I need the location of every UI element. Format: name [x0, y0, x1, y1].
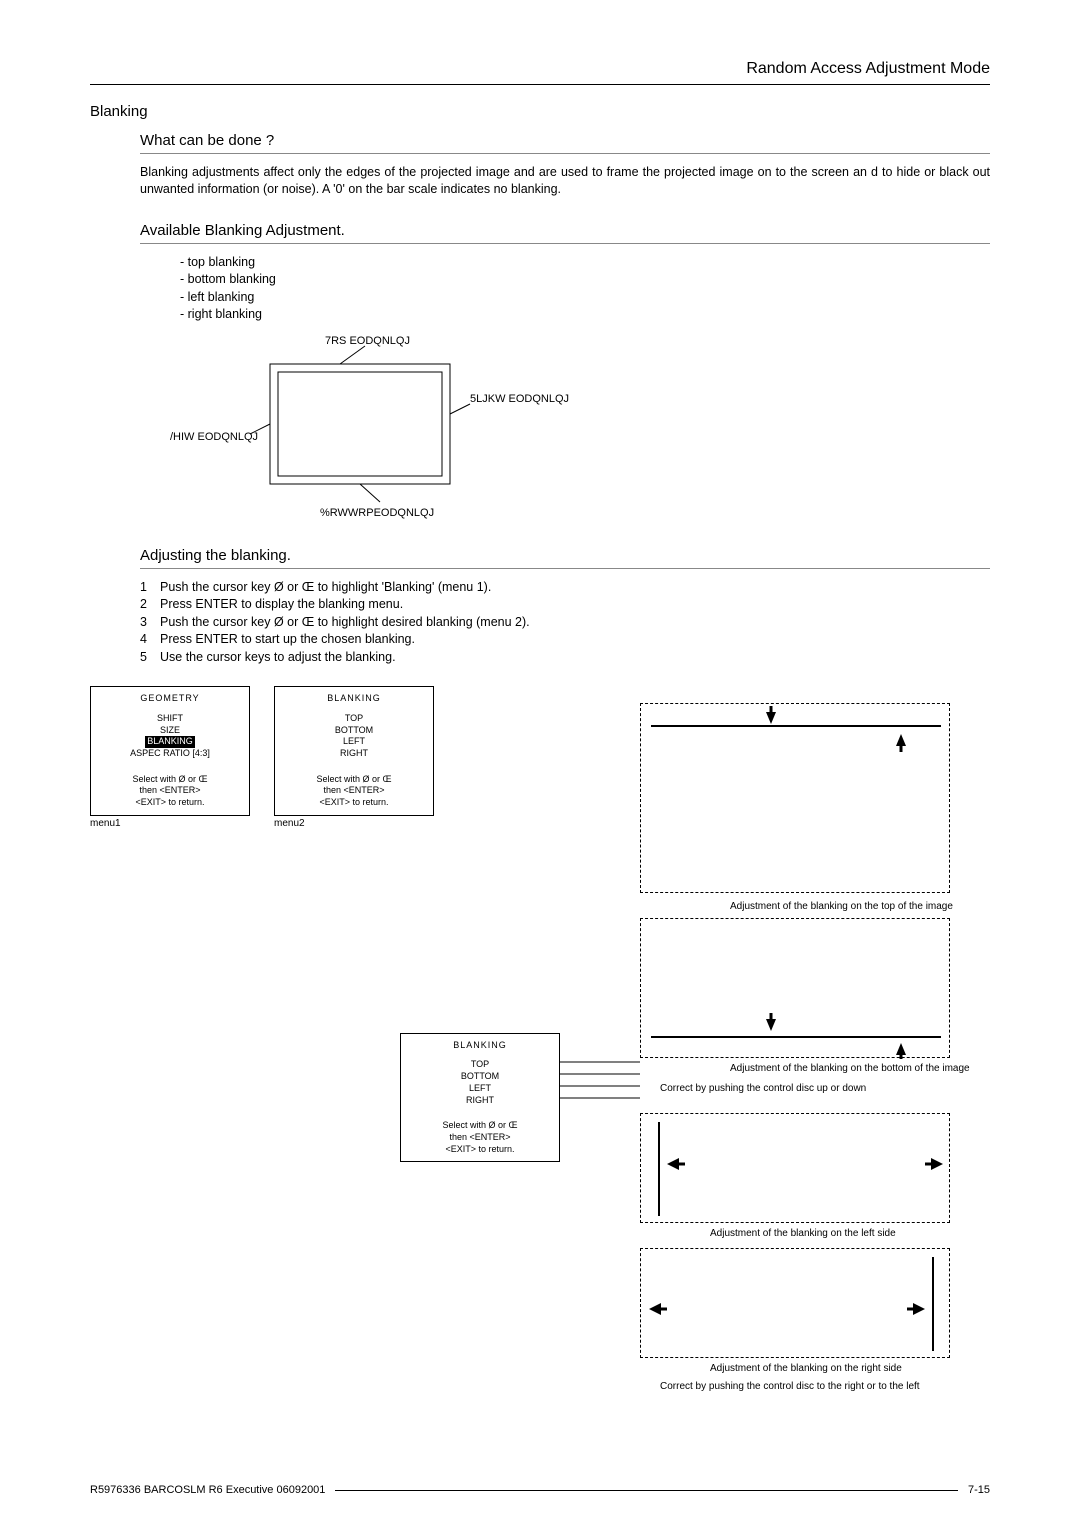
- caption-top: Adjustment of the blanking on the top of…: [730, 901, 953, 912]
- menu2-item: TOP: [279, 713, 429, 725]
- dashed-left: [640, 1113, 950, 1223]
- menu2-caption: menu2: [274, 818, 434, 829]
- menu1-caption: menu1: [90, 818, 250, 829]
- bottom-label: %RWWRPEODQNLQJ: [320, 507, 434, 519]
- sub2-title: Available Blanking Adjustment.: [140, 222, 990, 244]
- menu3-box: BLANKING TOP BOTTOM LEFT RIGHT Select wi…: [400, 1033, 560, 1163]
- menu3-footer: then <ENTER>: [405, 1132, 555, 1144]
- menu2-footer: <EXIT> to return.: [279, 797, 429, 809]
- menu2-item: BOTTOM: [279, 725, 429, 737]
- caption-right: Adjustment of the blanking on the right …: [710, 1363, 902, 1374]
- menu3-item: BOTTOM: [405, 1071, 555, 1083]
- caption-left: Adjustment of the blanking on the left s…: [710, 1228, 896, 1239]
- menu2-footer: then <ENTER>: [279, 785, 429, 797]
- menu2-footer: Select with Ø or Œ: [279, 774, 429, 786]
- sub3-title: Adjusting the blanking.: [140, 547, 990, 569]
- menu1-box: GEOMETRY SHIFT SIZE BLANKING ASPEC RATIO…: [90, 686, 250, 816]
- caption-bottom: Adjustment of the blanking on the bottom…: [730, 1063, 970, 1074]
- menu1-footer: Select with Ø or Œ: [95, 774, 245, 786]
- sub1-title: What can be done ?: [140, 132, 990, 154]
- blanking-diagram: 7RS EODQNLQJ %RWWRPEODQNLQJ /HIW EODQNLQ…: [170, 334, 990, 527]
- steps: 1Push the cursor key Ø or Œ to highlight…: [140, 579, 990, 667]
- lower-diagrams: BLANKING TOP BOTTOM LEFT RIGHT Select wi…: [90, 833, 990, 1393]
- footer-right: 7-15: [968, 1484, 990, 1496]
- menu2-item: RIGHT: [279, 748, 429, 760]
- step: Use the cursor keys to adjust the blanki…: [160, 649, 396, 667]
- menu2-box: BLANKING TOP BOTTOM LEFT RIGHT Select wi…: [274, 686, 434, 816]
- bullet: - top blanking: [180, 254, 990, 272]
- menu1-item: SHIFT: [95, 713, 245, 725]
- menu2-item: LEFT: [279, 736, 429, 748]
- section-title: Blanking: [90, 103, 990, 120]
- page-header: Random Access Adjustment Mode: [90, 60, 990, 85]
- step: Push the cursor key Ø or Œ to highlight …: [160, 579, 491, 597]
- menu1-footer: <EXIT> to return.: [95, 797, 245, 809]
- footer-left: R5976336 BARCOSLM R6 Executive 06092001: [90, 1484, 325, 1496]
- menu2-title: BLANKING: [279, 693, 429, 705]
- menu3-item: TOP: [405, 1059, 555, 1071]
- page-footer: R5976336 BARCOSLM R6 Executive 06092001 …: [90, 1484, 990, 1496]
- sub1-text: Blanking adjustments affect only the edg…: [140, 164, 990, 198]
- step: Press ENTER to start up the chosen blank…: [160, 631, 415, 649]
- menu1-item-hl: BLANKING: [145, 736, 195, 748]
- dashed-right: [640, 1248, 950, 1358]
- menu1-title: GEOMETRY: [95, 693, 245, 705]
- left-label: /HIW EODQNLQJ: [170, 431, 258, 443]
- top-label: 7RS EODQNLQJ: [325, 335, 410, 347]
- menu3-item: LEFT: [405, 1083, 555, 1095]
- menu3-item: RIGHT: [405, 1095, 555, 1107]
- caption-updown: Correct by pushing the control disc up o…: [660, 1083, 866, 1094]
- bullet: - left blanking: [180, 289, 990, 307]
- step: Push the cursor key Ø or Œ to highlight …: [160, 614, 530, 632]
- dashed-top: [640, 703, 950, 893]
- footer-line: [335, 1490, 958, 1491]
- menu1-item: SIZE: [95, 725, 245, 737]
- step: Press ENTER to display the blanking menu…: [160, 596, 403, 614]
- bullet: - right blanking: [180, 306, 990, 324]
- bullet: - bottom blanking: [180, 271, 990, 289]
- menu3-footer: <EXIT> to return.: [405, 1144, 555, 1156]
- right-label: 5LJKW EODQNLQJ: [470, 393, 569, 405]
- menu1-item: ASPEC RATIO [4:3]: [95, 748, 245, 760]
- menu3-footer: Select with Ø or Œ: [405, 1120, 555, 1132]
- dashed-bottom: [640, 918, 950, 1058]
- bullet-list: - top blanking - bottom blanking - left …: [180, 254, 990, 324]
- caption-lr: Correct by pushing the control disc to t…: [660, 1381, 920, 1392]
- menu3-title: BLANKING: [405, 1040, 555, 1052]
- menu1-footer: then <ENTER>: [95, 785, 245, 797]
